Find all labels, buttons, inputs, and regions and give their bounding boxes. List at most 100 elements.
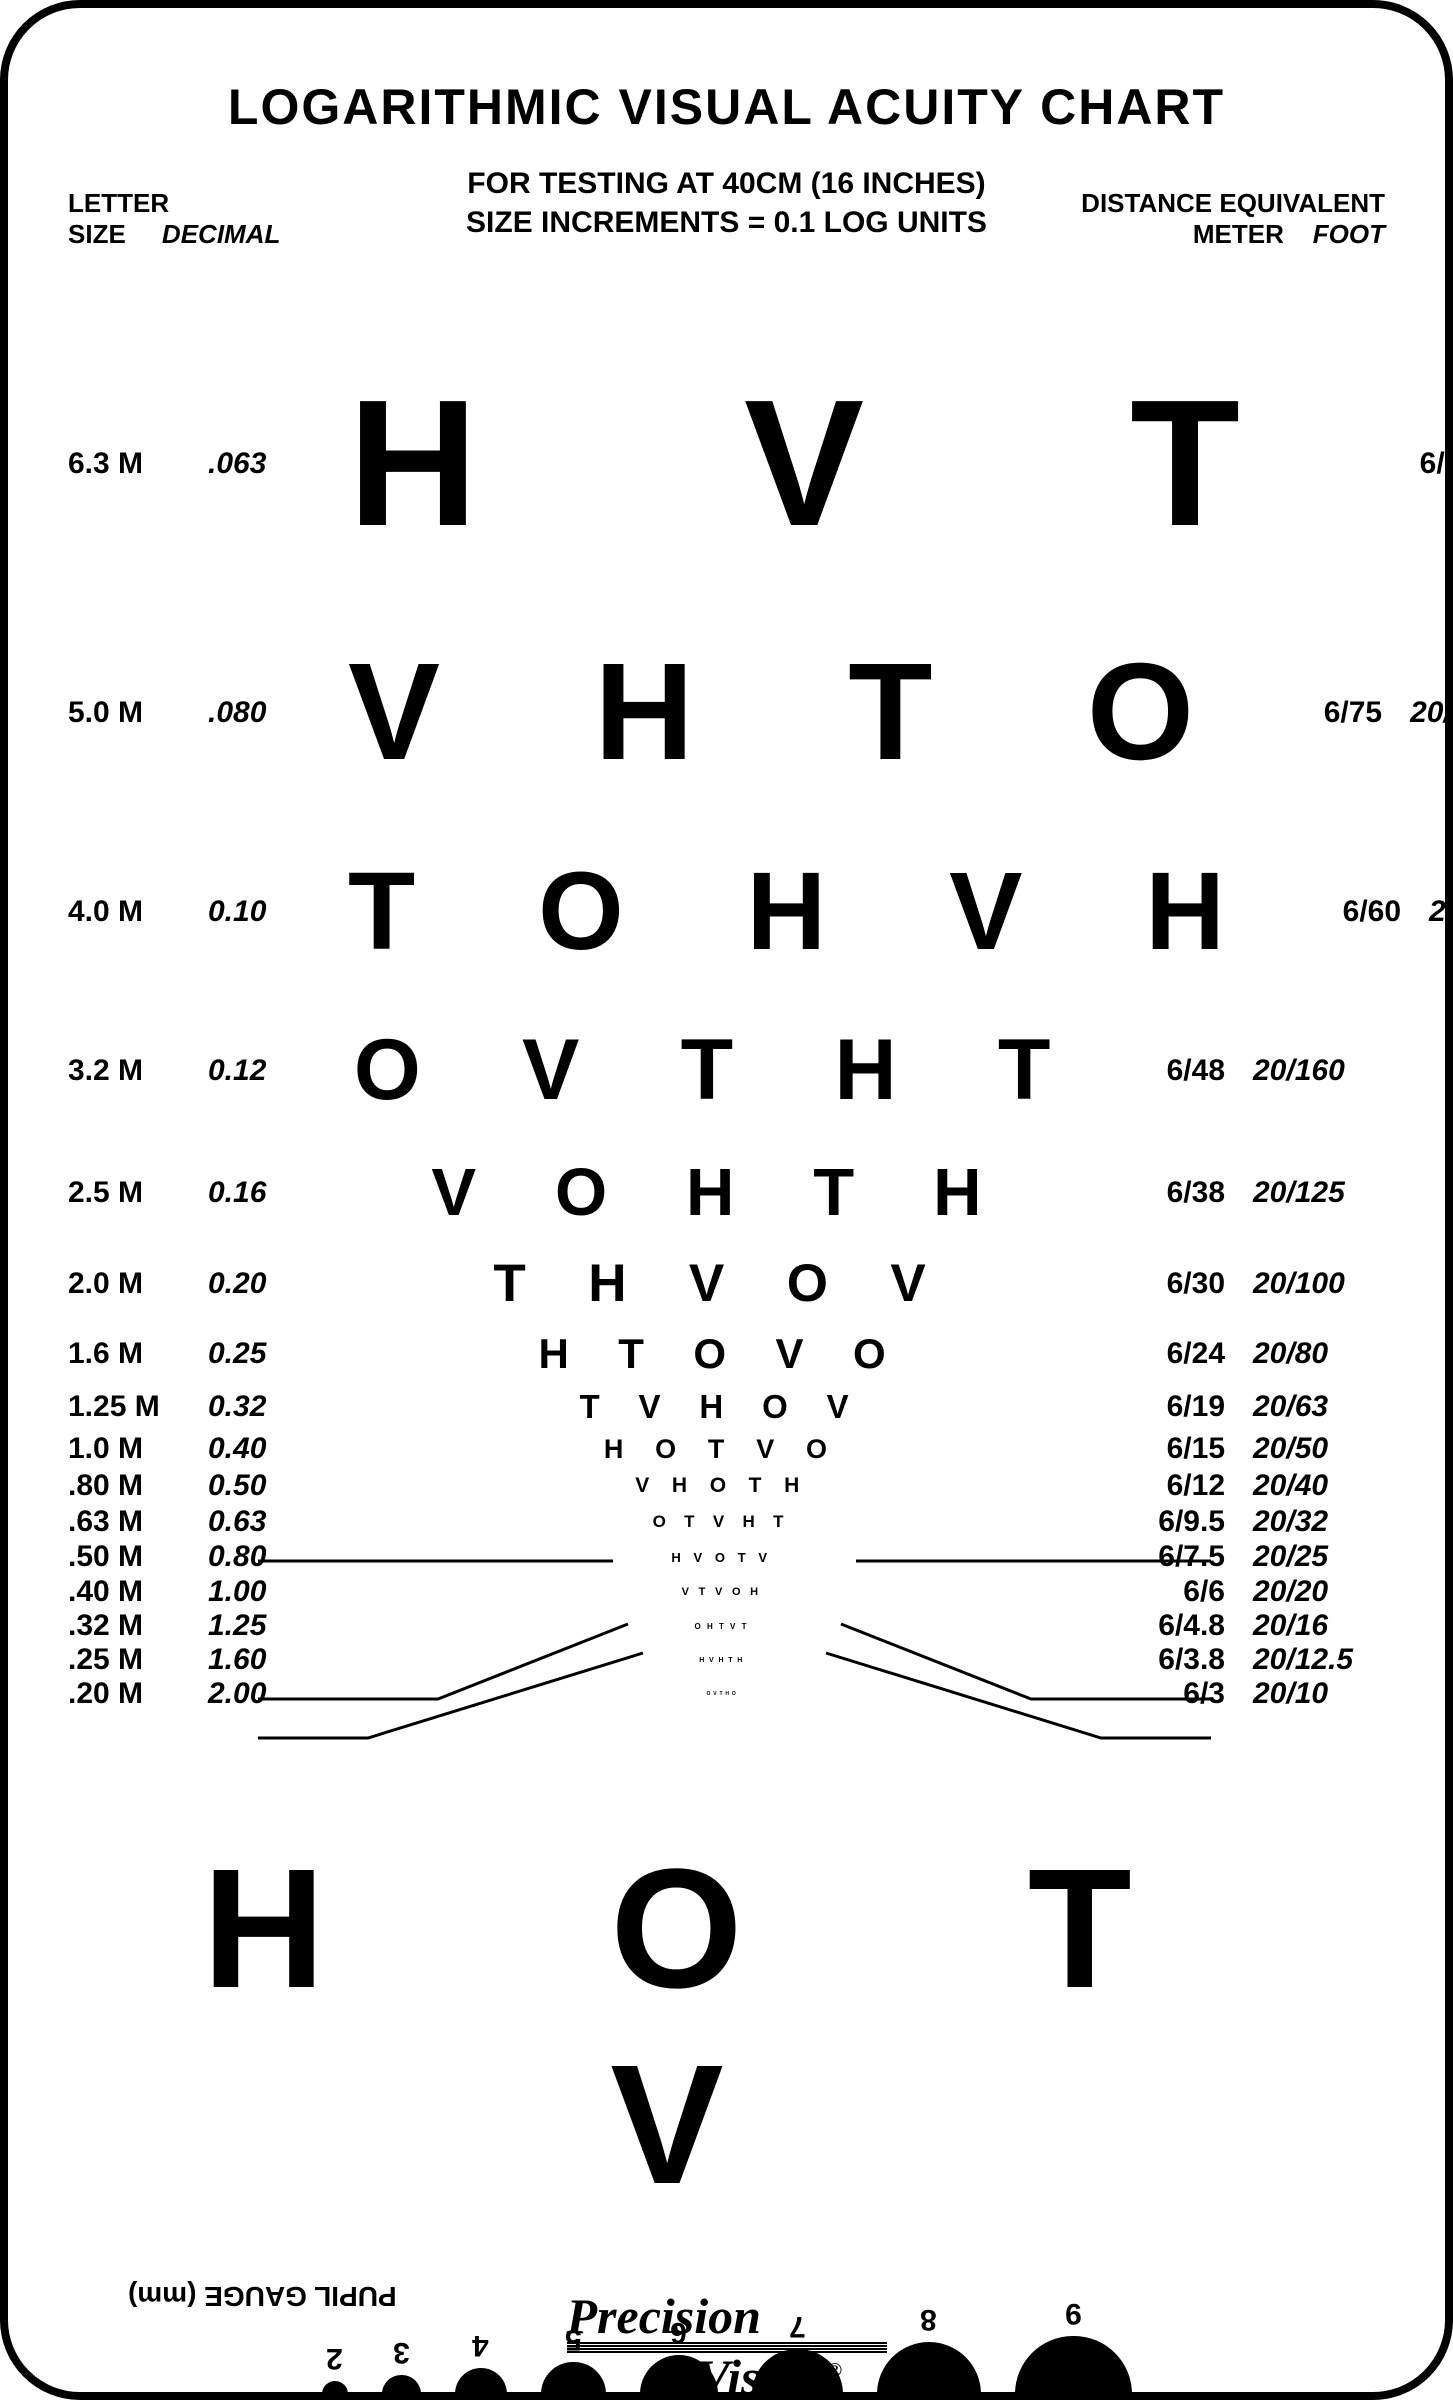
pupil-dot: 8: [877, 2302, 981, 2394]
acuity-row: .32 M1.25O H T V T6/4.820/16: [68, 1609, 1385, 1643]
optotype-letters: V H T O: [348, 633, 1252, 792]
acuity-row: .80 M0.50V H O T H6/1220/40: [68, 1469, 1385, 1503]
letter-size: .63 M: [68, 1505, 188, 1539]
pupil-circle: [877, 2342, 981, 2394]
meter-value: 6/12: [1115, 1469, 1225, 1503]
letter-size: .50 M: [68, 1540, 188, 1574]
foot-value: 20/160: [1245, 1054, 1385, 1088]
pupil-circle: [1015, 2336, 1132, 2395]
meter-value: 6/9.5: [1115, 1505, 1225, 1539]
foot-value: 20/200: [1421, 895, 1453, 929]
pupil-circle: [541, 2362, 606, 2395]
acuity-row: 1.6 M 0.25 H T O V O 6/24 20/80: [68, 1330, 1385, 1378]
letter-size: 6.3 M: [68, 447, 188, 481]
foot-value: 20/63: [1245, 1390, 1385, 1424]
optotype-letters: O T V H T: [348, 1512, 1095, 1532]
foot-value: 20/16: [1245, 1609, 1385, 1643]
foot-value: 20/50: [1245, 1432, 1385, 1466]
foot-value: 20/100: [1245, 1267, 1385, 1301]
decimal-value: 0.10: [208, 895, 328, 929]
pupil-dots: 23456789: [8, 2296, 1445, 2395]
left-header: LETTER SIZE DECIMAL: [68, 188, 280, 250]
pupil-dot: 3: [382, 2335, 421, 2395]
right-header: DISTANCE EQUIVALENT METER FOOT: [1081, 188, 1385, 250]
optotype-letters: V O H T H: [348, 1154, 1095, 1231]
decimal-value: 2.00: [208, 1677, 328, 1711]
meter-value: 6/24: [1115, 1337, 1225, 1371]
subtitle-line-1: FOR TESTING AT 40CM (16 INCHES): [467, 167, 985, 200]
foot-value: 20/32: [1245, 1505, 1385, 1539]
acuity-row: 5.0 M.080V H T O6/7520/250: [68, 633, 1385, 792]
optotype-letters: O H T V T: [348, 1622, 1095, 1631]
pupil-circle: [322, 2381, 348, 2394]
header-distance: DISTANCE EQUIVALENT: [1081, 188, 1385, 219]
foot-value: 20/125: [1245, 1176, 1385, 1210]
letter-size: .40 M: [68, 1575, 188, 1609]
decimal-value: 0.80: [208, 1540, 328, 1574]
meter-value: 6/48: [1115, 1054, 1225, 1088]
header-size: SIZE: [68, 219, 126, 249]
acuity-rows: 6.3 M.063H V T6/9520/3205.0 M.080V H T O…: [68, 360, 1385, 1711]
foot-value: 20/250: [1402, 696, 1453, 730]
meter-value: 6/30: [1115, 1267, 1225, 1301]
pupil-dot: 9: [1015, 2296, 1132, 2395]
decimal-value: 0.20: [208, 1267, 328, 1301]
optotype-letters: T V H O V: [348, 1388, 1095, 1426]
meter-value: 6/15: [1115, 1432, 1225, 1466]
meter-value: 6/38: [1115, 1176, 1225, 1210]
pupil-circle: [455, 2368, 507, 2394]
pupil-circle: [640, 2355, 718, 2394]
letter-size: 1.6 M: [68, 1337, 188, 1371]
optotype-letters: V T V O H: [348, 1586, 1095, 1598]
decimal-value: 0.12: [208, 1054, 328, 1088]
pupil-number: 4: [472, 2328, 489, 2362]
pupil-number: 2: [326, 2341, 343, 2375]
decimal-value: 0.63: [208, 1505, 328, 1539]
foot-value: 20/10: [1245, 1677, 1385, 1711]
optotype-letters: H O T V O: [348, 1434, 1095, 1465]
decimal-value: 1.25: [208, 1609, 328, 1643]
header-decimal: DECIMAL: [162, 219, 280, 249]
acuity-row: .20 M2.00O V T H O6/320/10: [68, 1677, 1385, 1711]
letter-size: 1.0 M: [68, 1432, 188, 1466]
optotype-letters: V H O T H: [348, 1474, 1095, 1498]
letter-size: .20 M: [68, 1677, 188, 1711]
header-meter: METER: [1193, 219, 1284, 249]
pupil-number: 7: [789, 2309, 806, 2343]
chart-title: LOGARITHMIC VISUAL ACUITY CHART: [68, 78, 1385, 136]
letter-size: .25 M: [68, 1643, 188, 1677]
acuity-row: 6.3 M.063H V T6/9520/320: [68, 360, 1385, 567]
header-letter: LETTER: [68, 188, 280, 219]
letter-size: 2.5 M: [68, 1176, 188, 1210]
acuity-row: 1.0 M0.40H O T V O6/1520/50: [68, 1432, 1385, 1466]
header-foot: FOOT: [1313, 219, 1385, 249]
acuity-row: 2.5 M 0.16 V O H T H 6/38 20/125: [68, 1154, 1385, 1231]
optotype-letters: H T O V O: [348, 1330, 1095, 1378]
letter-size: 3.2 M: [68, 1054, 188, 1088]
foot-value: 20/40: [1245, 1469, 1385, 1503]
pupil-number: 8: [920, 2302, 937, 2336]
decimal-value: 0.25: [208, 1337, 328, 1371]
bottom-letters: H O T V: [68, 1831, 1385, 2223]
meter-value: 6/60: [1291, 895, 1401, 929]
decimal-value: 0.16: [208, 1176, 328, 1210]
letter-size: 5.0 M: [68, 696, 188, 730]
foot-value: 20/20: [1245, 1575, 1385, 1609]
acuity-row: .25 M1.60H V H T H6/3.820/12.5: [68, 1643, 1385, 1677]
foot-value: 20/80: [1245, 1337, 1385, 1371]
pupil-dot: 2: [322, 2341, 348, 2394]
decimal-value: 0.32: [208, 1390, 328, 1424]
optotype-letters: H V O T V: [348, 1550, 1095, 1565]
acuity-chart-card: LOGARITHMIC VISUAL ACUITY CHART FOR TEST…: [0, 0, 1453, 2400]
pupil-circle: [752, 2349, 843, 2395]
pupil-dot: 7: [752, 2309, 843, 2395]
optotype-letters: T O H V H: [348, 848, 1271, 975]
acuity-row: 3.2 M0.12O V T H T6/4820/160: [68, 1021, 1385, 1120]
optotype-letters: H V T: [348, 360, 1348, 567]
pupil-dot: 4: [455, 2328, 507, 2394]
pupil-number: 5: [565, 2322, 582, 2356]
foot-value: 20/25: [1245, 1540, 1385, 1574]
decimal-value: .063: [208, 447, 328, 481]
decimal-value: 1.60: [208, 1643, 328, 1677]
decimal-value: .080: [208, 696, 328, 730]
